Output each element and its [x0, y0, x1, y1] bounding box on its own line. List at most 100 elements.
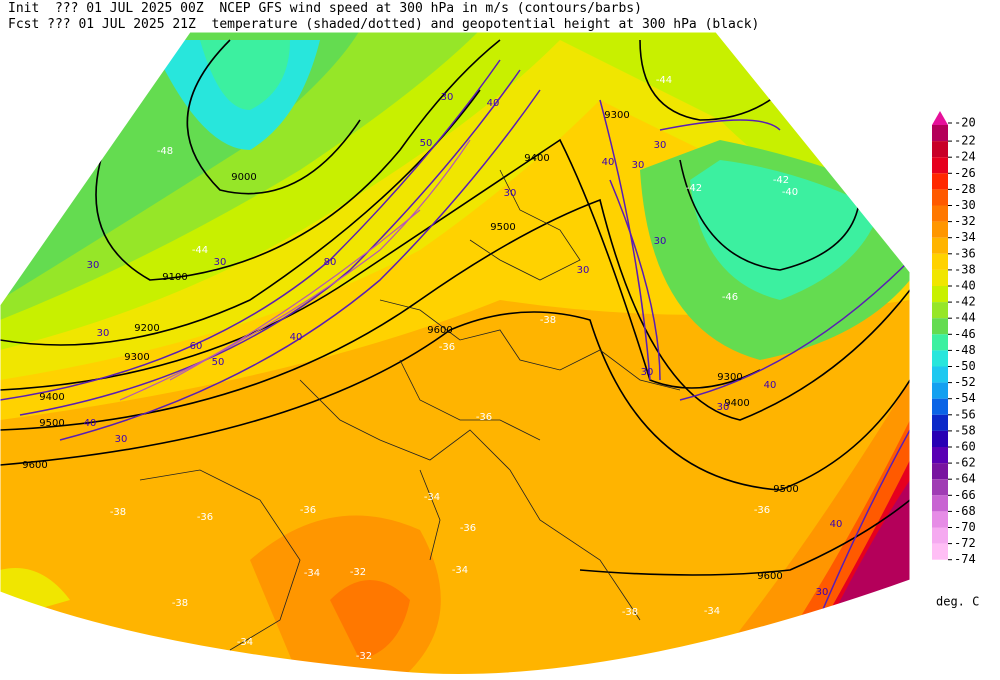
colorbar-label: -28 — [954, 182, 976, 196]
colorbar-label: -64 — [954, 472, 976, 486]
temperature-label: -36 — [439, 342, 455, 353]
temperature-label: -32 — [350, 567, 366, 578]
wind-label: 40 — [602, 157, 615, 168]
colorbar-label: -38 — [954, 262, 976, 276]
height-label: 9600 — [757, 571, 782, 582]
wind-label: 30 — [214, 257, 227, 268]
height-label: 9500 — [773, 484, 798, 495]
wind-label: 80 — [324, 257, 337, 268]
height-label: 9200 — [134, 323, 159, 334]
height-label: 9500 — [39, 418, 64, 429]
temperature-label: -36 — [476, 412, 492, 423]
temperature-label: -36 — [460, 523, 476, 534]
colorbar-swatch — [932, 173, 948, 190]
colorbar-label: -74 — [954, 552, 976, 566]
wind-label: 30 — [816, 587, 829, 598]
colorbar-label: -62 — [954, 456, 976, 470]
colorbar-label: -30 — [954, 198, 976, 212]
colorbar-swatch — [932, 382, 948, 399]
height-label: 9300 — [124, 352, 149, 363]
height-label: 9600 — [427, 325, 452, 336]
temperature-label: -38 — [540, 315, 556, 326]
temperature-label: -38 — [622, 607, 638, 618]
header-line-2: Fcst ??? 01 JUL 2025 21Z temperature (sh… — [8, 17, 759, 32]
wind-label: 50 — [420, 138, 433, 149]
colorbar-swatch — [932, 189, 948, 206]
colorbar-swatch — [932, 286, 948, 303]
colorbar-label: -46 — [954, 327, 976, 341]
colorbar-label: -58 — [954, 423, 976, 437]
colorbar-label: -34 — [954, 230, 976, 244]
temperature-label: -38 — [172, 598, 188, 609]
colorbar-label: -66 — [954, 488, 976, 502]
colorbar-swatch — [932, 253, 948, 270]
colorbar-swatch — [932, 495, 948, 512]
temperature-label: -34 — [704, 606, 720, 617]
temperature-label: -40 — [782, 187, 798, 198]
height-label: 9400 — [724, 398, 749, 409]
height-label: 9500 — [490, 222, 515, 233]
colorbar-triangle — [932, 111, 948, 125]
temperature-label: -46 — [722, 292, 738, 303]
colorbar-label: -32 — [954, 214, 976, 228]
wind-label: 30 — [504, 188, 517, 199]
wind-label: 30 — [87, 260, 100, 271]
wind-label: 30 — [654, 140, 667, 151]
temperature-label: -34 — [237, 637, 253, 648]
header-line-1: Init ??? 01 JUL 2025 00Z NCEP GFS wind s… — [8, 1, 642, 16]
colorbar-swatch — [932, 527, 948, 544]
temperature-label: -34 — [452, 565, 468, 576]
colorbar-label: -52 — [954, 375, 976, 389]
colorbar-label: -68 — [954, 504, 976, 518]
colorbar-label: -54 — [954, 391, 976, 405]
colorbar-swatch — [932, 447, 948, 464]
colorbar-swatch — [932, 302, 948, 319]
colorbar-swatch — [932, 463, 948, 480]
colorbar-label: -56 — [954, 407, 976, 421]
colorbar-swatch — [932, 479, 948, 496]
temperature-label: -36 — [300, 505, 316, 516]
temperature-label: -44 — [656, 75, 672, 86]
colorbar-swatch — [932, 430, 948, 447]
wind-label: 40 — [764, 380, 777, 391]
temperature-label: -36 — [197, 512, 213, 523]
height-label: 9400 — [39, 392, 64, 403]
colorbar-swatch — [932, 205, 948, 222]
temperature-label: -48 — [157, 146, 173, 157]
height-label: 9100 — [162, 272, 187, 283]
wind-label: 40 — [487, 98, 500, 109]
wind-label: 30 — [577, 265, 590, 276]
height-label: 9400 — [524, 153, 549, 164]
temperature-label: -42 — [773, 175, 789, 186]
wind-label: 40 — [830, 519, 843, 530]
wind-label: 60 — [190, 341, 203, 352]
colorbar-label: -36 — [954, 246, 976, 260]
colorbar-swatch — [932, 414, 948, 431]
colorbar-swatch — [932, 334, 948, 351]
height-label: 9300 — [717, 372, 742, 383]
colorbar-swatch — [932, 125, 948, 142]
wind-label: 40 — [290, 332, 303, 343]
temperature-label: -34 — [424, 492, 440, 503]
colorbar-swatch — [932, 350, 948, 367]
temperature-label: -34 — [304, 568, 320, 579]
colorbar-swatch — [932, 141, 948, 158]
temperature-label: -44 — [192, 245, 208, 256]
colorbar-swatch — [932, 366, 948, 383]
wind-label: 40 — [84, 418, 97, 429]
wind-label: 30 — [641, 367, 654, 378]
temperature-label: -36 — [754, 505, 770, 516]
colorbar-label: -60 — [954, 440, 976, 454]
colorbar-label: -20 — [954, 116, 976, 130]
wind-label: 30 — [115, 434, 128, 445]
colorbar-swatch — [932, 318, 948, 335]
colorbar-swatch — [932, 511, 948, 528]
colorbar-swatch — [932, 221, 948, 238]
colorbar-swatch — [932, 157, 948, 174]
colorbar-swatch — [932, 398, 948, 415]
wind-label: 30 — [97, 328, 110, 339]
colorbar-label: -70 — [954, 520, 976, 534]
colorbar-label: -24 — [954, 150, 976, 164]
temperature-label: -32 — [356, 651, 372, 662]
